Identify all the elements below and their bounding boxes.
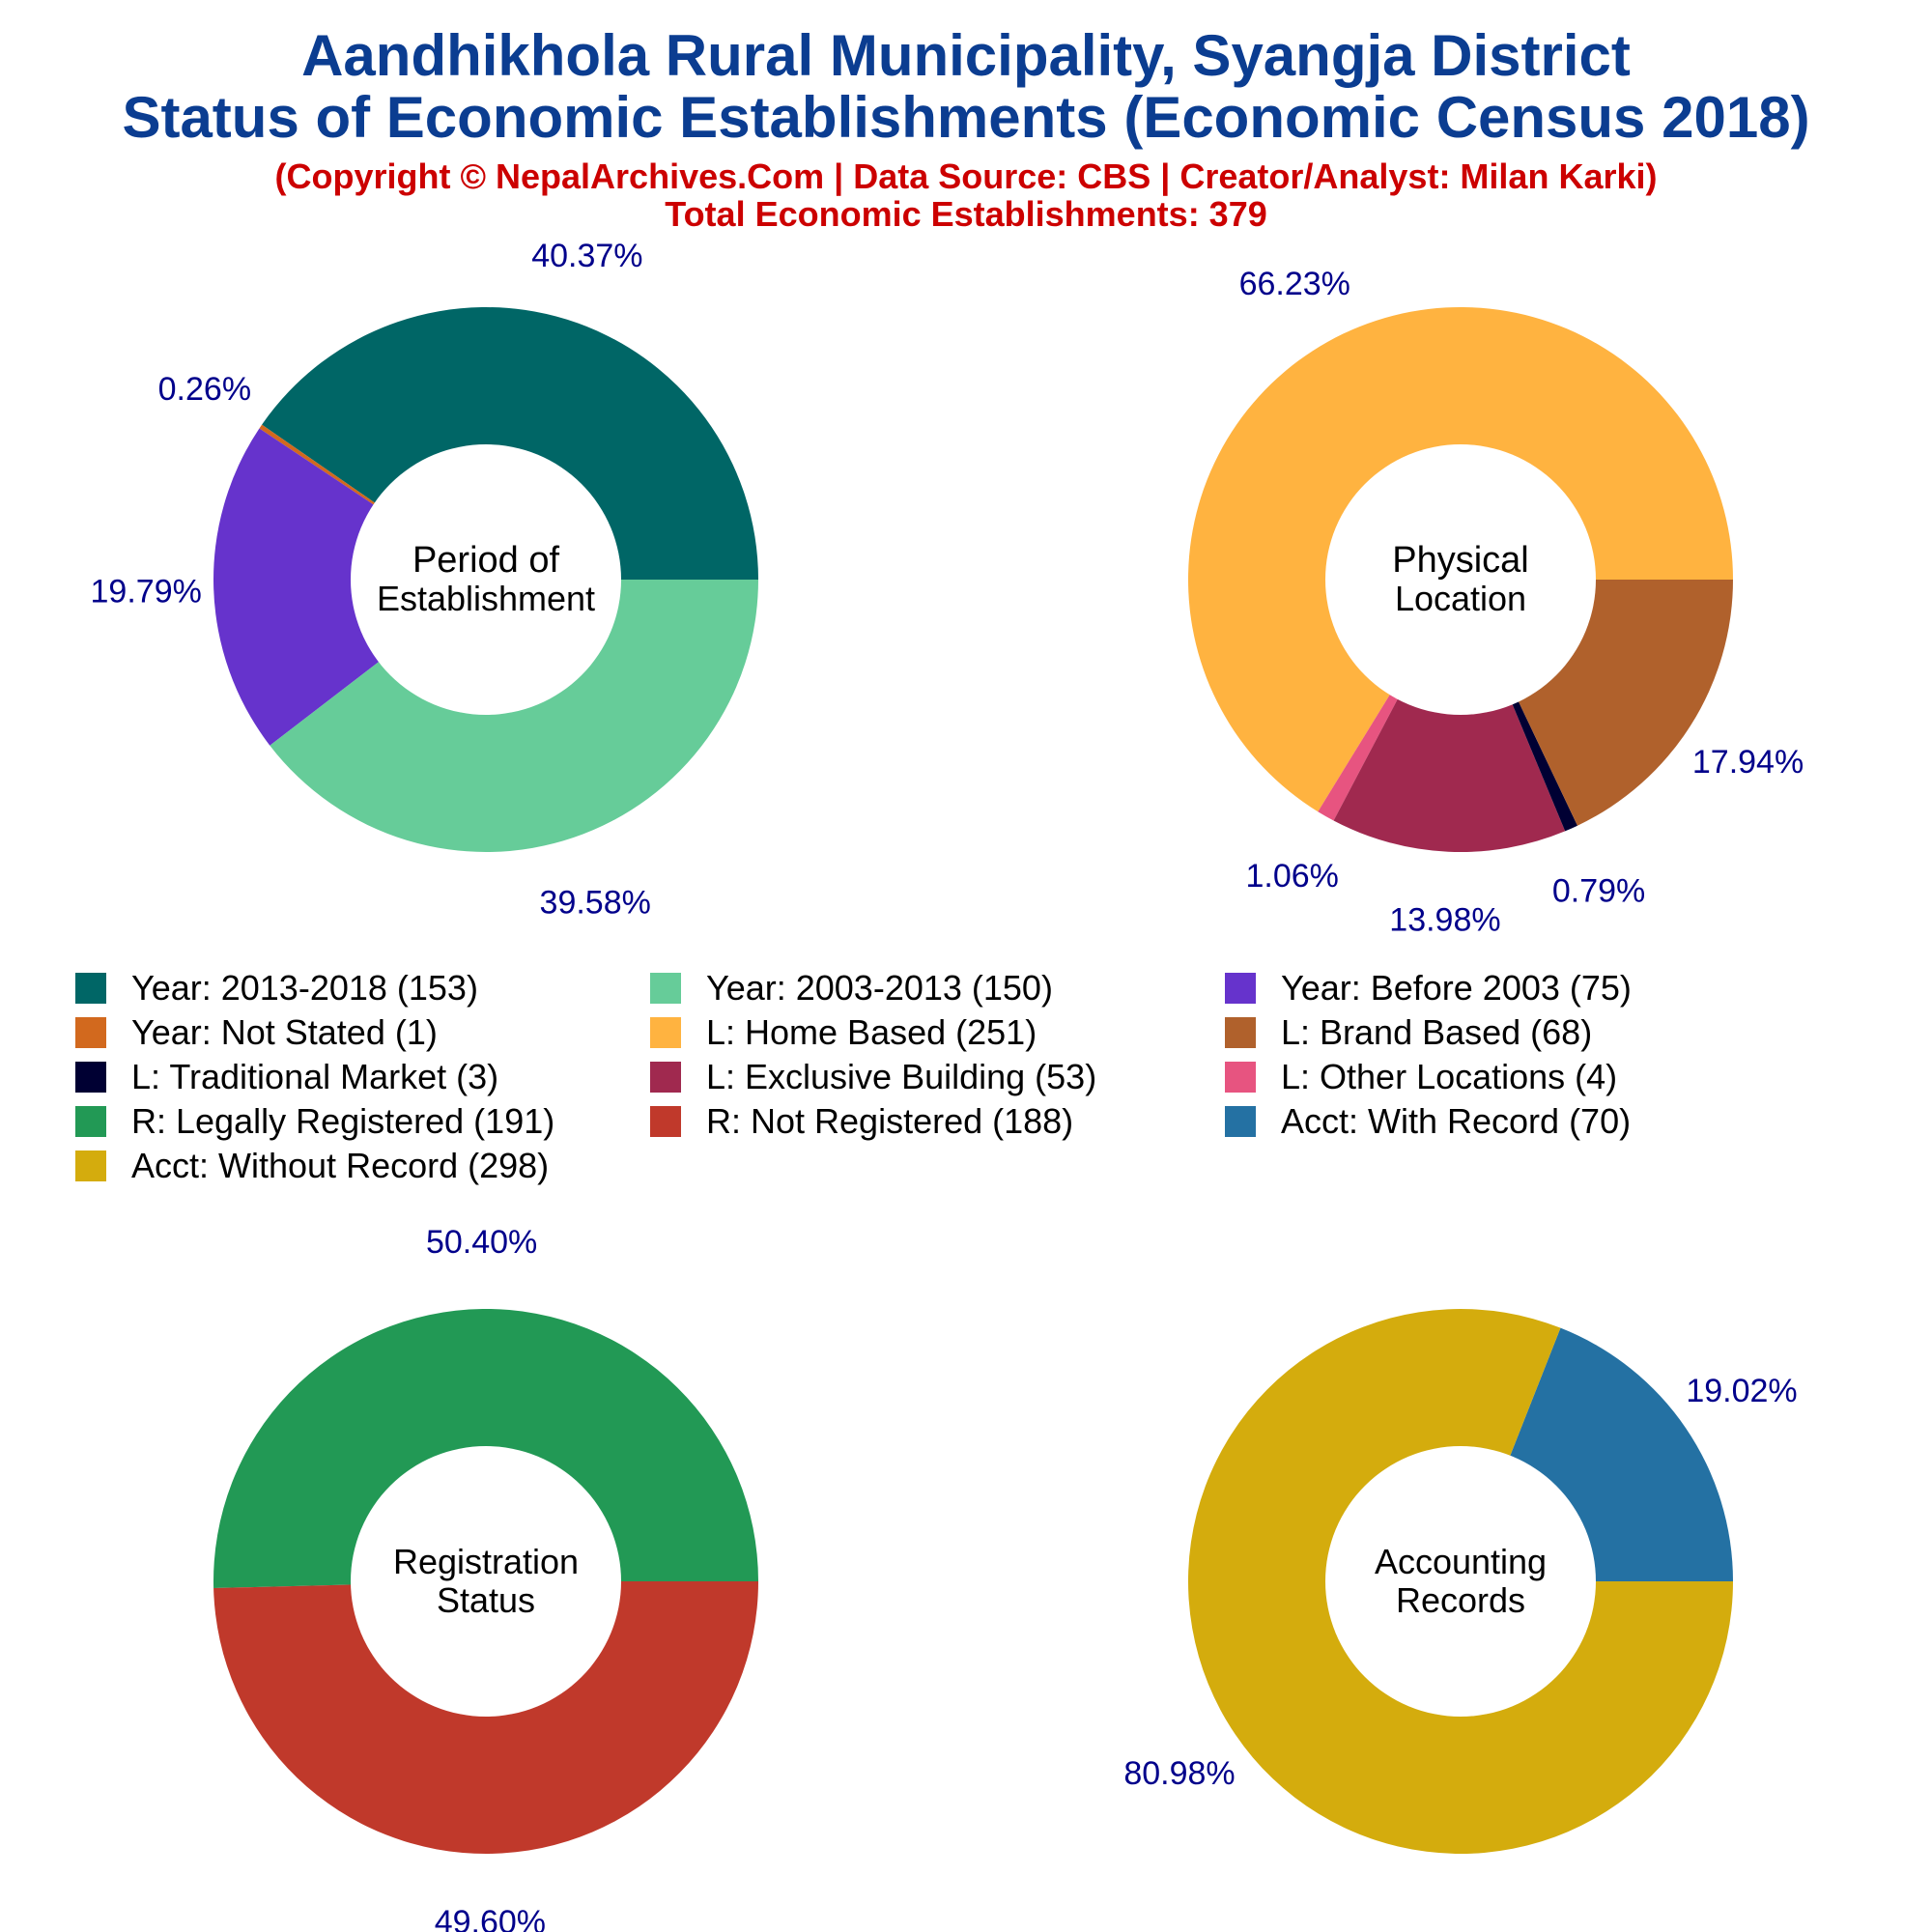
slice-year-2013-2018	[262, 307, 758, 580]
donut-hole	[351, 444, 621, 715]
pct-label-year-not-stated: 0.26%	[158, 371, 251, 408]
legend: Year: 2013-2018 (153) Year: 2003-2013 (15…	[75, 966, 1853, 1188]
center-label-line-1: Accounting	[1375, 1542, 1547, 1581]
center-label-line-1: Registration	[393, 1542, 579, 1581]
legend-item-acct-without-record-298: Acct: Without Record (298)	[75, 1144, 650, 1188]
center-label-line-2: Records	[1396, 1580, 1525, 1620]
legend-swatch	[75, 1151, 106, 1181]
legend-item-year-not-stated-1: Year: Not Stated (1)	[75, 1010, 650, 1055]
legend-item-l-traditional-market-3: L: Traditional Market (3)	[75, 1055, 650, 1099]
legend-swatch	[1225, 1106, 1256, 1137]
legend-swatch	[1225, 1062, 1256, 1093]
pct-label-acct-without-record: 80.98%	[1123, 1755, 1235, 1792]
legend-item-year-before-2003-75: Year: Before 2003 (75)	[1225, 966, 1800, 1010]
pct-label-l-home-based: 66.23%	[1239, 266, 1350, 302]
slice-year-before-2003	[213, 428, 486, 746]
legend-item-l-exclusive-building-53: L: Exclusive Building (53)	[650, 1055, 1225, 1099]
pct-label-r-legally-registered: 50.40%	[426, 1224, 537, 1261]
center-label-line-2: Location	[1395, 579, 1526, 618]
legend-swatch	[75, 1017, 106, 1048]
legend-label: L: Brand Based (68)	[1281, 1012, 1593, 1052]
slice-year-2003-2013	[270, 580, 758, 852]
total-establishments-subtitle: Total Economic Establishments: 379	[665, 194, 1267, 234]
pct-label-l-exclusive-building: 13.98%	[1389, 902, 1500, 939]
legend-label: R: Legally Registered (191)	[131, 1101, 555, 1141]
legend-item-acct-with-record-70: Acct: With Record (70)	[1225, 1099, 1800, 1144]
legend-label: Year: 2013-2018 (153)	[131, 968, 478, 1008]
legend-label: L: Home Based (251)	[706, 1012, 1037, 1052]
legend-label: L: Traditional Market (3)	[131, 1057, 499, 1096]
legend-item-year-2003-2013-150: Year: 2003-2013 (150)	[650, 966, 1225, 1010]
chart-title-line-2: Status of Economic Establishments (Econo…	[122, 85, 1810, 150]
legend-label: Year: Not Stated (1)	[131, 1012, 438, 1052]
center-label-line-1: Physical	[1392, 540, 1529, 581]
center-label-line-2: Establishment	[377, 579, 595, 618]
center-label-line-1: Period of	[412, 540, 560, 581]
legend-swatch	[1225, 973, 1256, 1004]
legend-label: Year: 2003-2013 (150)	[706, 968, 1053, 1008]
legend-item-l-other-locations-4: L: Other Locations (4)	[1225, 1055, 1800, 1099]
slice-l-exclusive-building	[1333, 580, 1566, 852]
pct-label-l-traditional-market: 0.79%	[1552, 873, 1645, 910]
donut-hole	[1325, 1446, 1596, 1717]
legend-swatch	[650, 973, 681, 1004]
donut-hole	[351, 1446, 621, 1717]
donut-hole	[1325, 444, 1596, 715]
legend-swatch	[650, 1106, 681, 1137]
legend-swatch	[75, 1062, 106, 1093]
legend-item-r-legally-registered-191: R: Legally Registered (191)	[75, 1099, 650, 1144]
pct-label-year-2013-2018: 40.37%	[531, 238, 642, 274]
copyright-subtitle: (Copyright © NepalArchives.Com | Data So…	[274, 156, 1658, 196]
legend-swatch	[650, 1062, 681, 1093]
pct-label-l-other-locations: 1.06%	[1245, 858, 1338, 895]
legend-label: L: Other Locations (4)	[1281, 1057, 1618, 1096]
pct-label-r-not-registered: 49.60%	[435, 1904, 546, 1932]
pct-label-l-brand-based: 17.94%	[1692, 744, 1804, 781]
chart-title-line-1: Aandhikhola Rural Municipality, Syangja …	[301, 23, 1631, 88]
legend-item-l-brand-based-68: L: Brand Based (68)	[1225, 1010, 1800, 1055]
legend-swatch	[650, 1017, 681, 1048]
legend-swatch	[75, 1106, 106, 1137]
legend-label: Year: Before 2003 (75)	[1281, 968, 1632, 1008]
pct-label-year-2003-2013: 39.58%	[540, 884, 651, 921]
legend-label: L: Exclusive Building (53)	[706, 1057, 1097, 1096]
legend-swatch	[1225, 1017, 1256, 1048]
slice-r-not-registered	[213, 1581, 759, 1854]
legend-label: R: Not Registered (188)	[706, 1101, 1074, 1141]
donut-chart-1: 40.37% 0.26% 19.79% 39.58% Period ofEstablis…	[91, 238, 758, 921]
legend-swatch	[75, 973, 106, 1004]
legend-item-r-not-registered-188: R: Not Registered (188)	[650, 1099, 1225, 1144]
pct-label-year-before-2003: 19.79%	[91, 574, 202, 611]
legend-label: Acct: Without Record (298)	[131, 1146, 550, 1185]
center-label-line-2: Status	[437, 1580, 535, 1620]
legend-item-l-home-based-251: L: Home Based (251)	[650, 1010, 1225, 1055]
pct-label-acct-with-record: 19.02%	[1686, 1373, 1797, 1409]
legend-item-year-2013-2018-153: Year: 2013-2018 (153)	[75, 966, 650, 1010]
legend-label: Acct: With Record (70)	[1281, 1101, 1632, 1141]
donut-chart-2: 66.23% 1.06% 13.98% 0.79% 17.94% PhysicalLoca…	[1188, 266, 1804, 939]
